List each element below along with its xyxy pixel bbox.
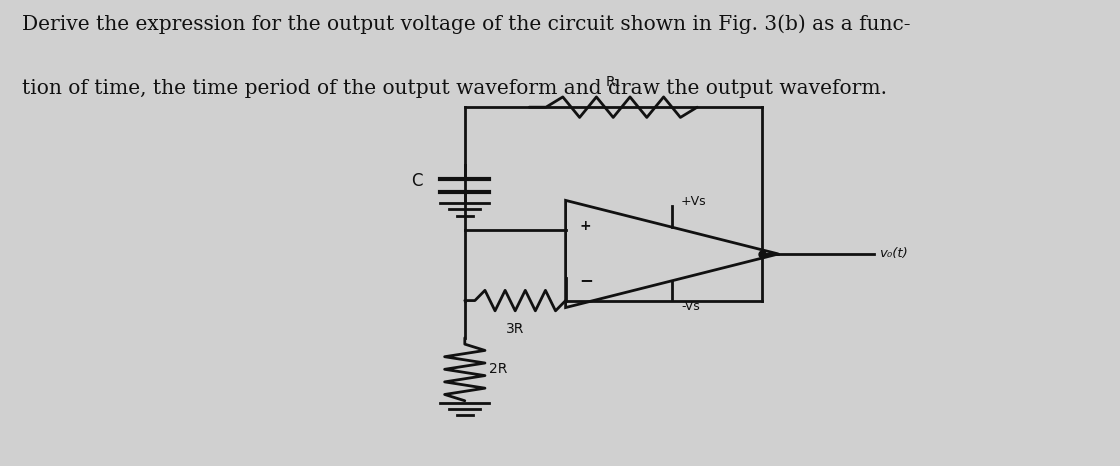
- Text: C: C: [411, 171, 422, 190]
- Text: +Vs: +Vs: [681, 195, 707, 208]
- Text: 3R: 3R: [506, 322, 524, 336]
- Text: R₁: R₁: [606, 75, 620, 89]
- Text: Derive the expression for the output voltage of the circuit shown in Fig. 3(b) a: Derive the expression for the output vol…: [22, 14, 911, 34]
- Text: 2R: 2R: [489, 362, 507, 377]
- Text: -Vs: -Vs: [681, 300, 700, 313]
- Text: +: +: [580, 219, 591, 233]
- Text: v₀(t): v₀(t): [879, 247, 908, 260]
- Text: tion of time, the time period of the output waveform and draw the output wavefor: tion of time, the time period of the out…: [22, 79, 887, 98]
- Text: −: −: [579, 271, 592, 289]
